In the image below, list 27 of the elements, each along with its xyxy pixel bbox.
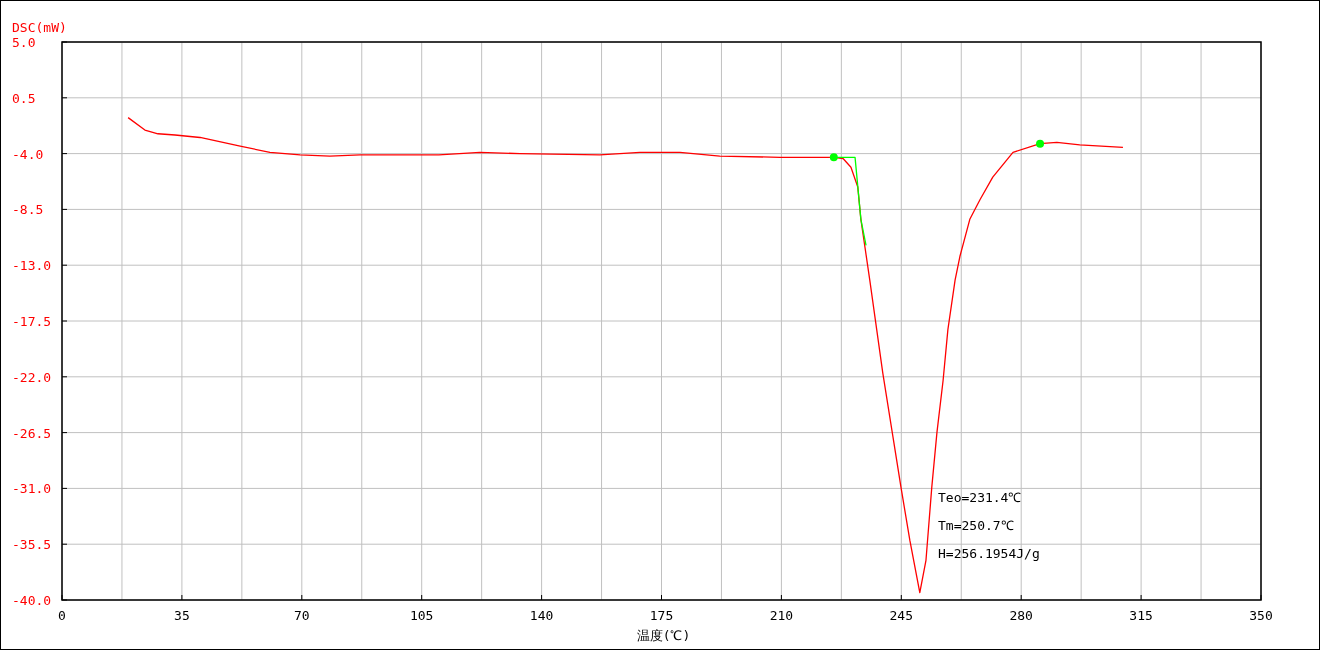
y-tick-label: -4.0 bbox=[12, 146, 44, 162]
y-tick-label: 5.0 bbox=[12, 35, 36, 50]
y-tick-label: -31.0 bbox=[12, 481, 52, 497]
y-tick-label: -40.0 bbox=[12, 593, 52, 608]
x-tick-label: 280 bbox=[1009, 608, 1033, 623]
x-tick-label: 140 bbox=[529, 608, 554, 623]
x-tick-label: 105 bbox=[409, 608, 434, 623]
x-tick-label: 210 bbox=[769, 608, 794, 623]
annotation: Tm=250.7℃ bbox=[938, 518, 1014, 533]
x-tick-label: 245 bbox=[889, 608, 914, 623]
y-tick-label: -13.0 bbox=[12, 258, 52, 274]
x-tick-label: 35 bbox=[174, 608, 190, 623]
y-tick-label: 0.5 bbox=[12, 90, 36, 106]
annotation: Teo=231.4℃ bbox=[938, 490, 1022, 505]
x-tick-label: 175 bbox=[649, 608, 674, 623]
x-tick-label: 315 bbox=[1129, 608, 1153, 623]
y-tick-label: -22.0 bbox=[12, 369, 52, 385]
y-tick-label: -26.5 bbox=[12, 425, 52, 441]
y-tick-label: -35.5 bbox=[12, 537, 52, 553]
annotation: H=256.1954J/g bbox=[938, 546, 1040, 561]
y-tick-label: -17.5 bbox=[12, 314, 52, 329]
x-tick-label: 350 bbox=[1249, 608, 1273, 623]
y-tick-label: -8.5 bbox=[12, 202, 44, 218]
x-tick-label: 0 bbox=[58, 608, 66, 623]
x-tick-label: 70 bbox=[293, 608, 310, 623]
y-axis-title: DSC(mW) bbox=[12, 20, 67, 35]
x-axis-title: 温度(℃) bbox=[636, 628, 691, 643]
